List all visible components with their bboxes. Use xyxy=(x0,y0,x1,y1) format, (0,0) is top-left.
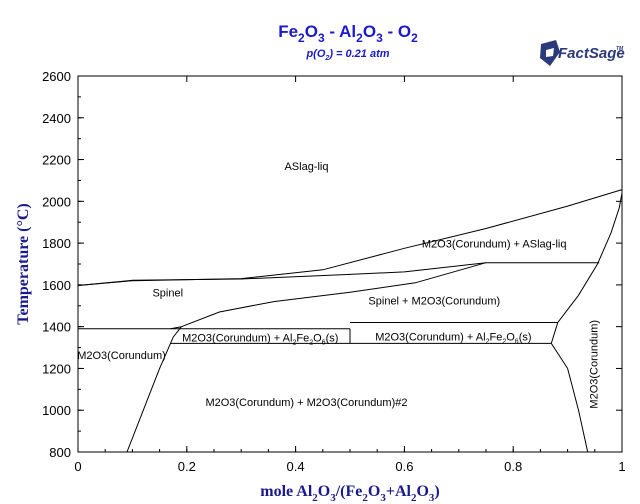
y-tick-label: 1800 xyxy=(42,236,71,251)
chart-title-part: - O xyxy=(383,22,411,41)
y-tick-label: 2200 xyxy=(42,153,71,168)
chart-subtitle-part: 2 xyxy=(324,55,329,62)
region-label-rich-part: M2O3(Corundum) + Al xyxy=(182,333,292,345)
boundary-spinel-left-edge xyxy=(126,326,182,453)
region-label-rich-part: (s) xyxy=(326,333,339,345)
y-tick-label: 2000 xyxy=(42,194,71,209)
region-label-rich-part: 2 xyxy=(309,340,313,347)
y-tick-label: 800 xyxy=(49,445,71,460)
axes: 0 0.2 0.4 0.6 0.8 180010001200140016001800200… xyxy=(15,69,626,504)
region-labels: ASlag-liq M2O3(Corundum) + ASlag-liq Spine… xyxy=(77,161,600,409)
x-axis-title-part: 2 xyxy=(312,492,318,504)
plot-frame xyxy=(77,75,623,453)
x-axis-title-part: O xyxy=(368,483,380,500)
x-axis-title-part: +Al xyxy=(386,483,412,500)
region-label-rich-part: 6 xyxy=(322,340,326,347)
chart-title-part: - Al xyxy=(325,22,356,41)
region-label-rich: M2O3(Corundum) + Al2Fe2O6(s) xyxy=(182,333,338,347)
boundary-spinel-liquid xyxy=(77,262,487,286)
region-label-rich-part: Fe xyxy=(296,333,309,345)
region-label-rich-part: 2 xyxy=(292,340,296,347)
x-axis-title-part: O xyxy=(416,483,428,500)
chart-title-part: 3 xyxy=(318,31,325,45)
x-axis-title-part: 2 xyxy=(362,492,368,504)
region-label: M2O3(Corundum) + ASlag-liq xyxy=(422,238,567,250)
y-tick-label: 1200 xyxy=(42,361,71,376)
region-label: M2O3(Corundum) + M2O3(Corundum)#2 xyxy=(205,397,407,409)
region-label-rich-part: Fe xyxy=(489,332,502,344)
logo-mark xyxy=(540,40,560,66)
chart-title-part: 2 xyxy=(298,31,305,45)
chart-title-part: 2 xyxy=(411,31,418,45)
logo-emblem-inner xyxy=(546,48,554,57)
logo-text: FactSage xyxy=(558,45,625,62)
x-axis-title-part: /(Fe xyxy=(335,483,363,500)
title-layer: Fe2O3 - Al2O3 - O2p(O2) = 0.21 atm xyxy=(278,22,418,62)
region-label: M2O3(Corundum) xyxy=(589,320,601,409)
region-label-rich: M2O3(Corundum) + Al2Fe2O6(s) xyxy=(375,332,531,346)
chart-subtitle: p(O2) = 0.21 atm xyxy=(305,48,389,62)
boundary-spinel-corundum-left-kink xyxy=(170,326,182,330)
x-axis-title: mole Al2O3/(Fe2O3+Al2O3) xyxy=(260,483,439,504)
region-label-rich-part: 6 xyxy=(515,339,519,346)
y-axis-title: Temperature (°C) xyxy=(15,203,32,324)
y-tick-label: 1600 xyxy=(42,278,71,293)
x-tick-label: 0.8 xyxy=(504,459,522,474)
chart-subtitle-part: p(O xyxy=(305,48,325,60)
y-tick-label: 1000 xyxy=(42,403,71,418)
x-tick-label: 0 xyxy=(74,459,81,474)
x-tick-label: 0.2 xyxy=(178,459,196,474)
plot-area xyxy=(77,75,623,453)
region-label-rich-part: M2O3(Corundum) + Al xyxy=(375,332,485,344)
x-tick-label: 0.6 xyxy=(395,459,413,474)
x-axis-title-part: 3 xyxy=(330,492,336,504)
logo-tm: TM xyxy=(616,46,624,52)
chart-title: Fe2O3 - Al2O3 - O2 xyxy=(278,22,418,45)
x-axis-title-part: 3 xyxy=(380,492,386,504)
chart-title-part: 2 xyxy=(356,31,363,45)
chart-title-part: 3 xyxy=(376,31,383,45)
region-label-rich-part: 2 xyxy=(502,339,506,346)
region-label-rich-part: O xyxy=(506,332,515,344)
region-label-rich-part: O xyxy=(313,333,322,345)
y-tick-label: 2600 xyxy=(42,69,71,84)
boundary-corundum-solvus-right xyxy=(550,192,623,453)
x-axis-title-part: O xyxy=(318,483,330,500)
x-axis-title-part: mole Al xyxy=(260,483,313,500)
chart-title-part: Fe xyxy=(278,22,298,41)
region-label-rich-part: 2 xyxy=(486,339,490,346)
boundary-spinel-corundum-top xyxy=(181,262,487,328)
region-label-rich-part: (s) xyxy=(519,332,532,344)
chart-title-part: O xyxy=(363,22,376,41)
region-label: Spinel + M2O3(Corundum) xyxy=(368,296,500,308)
region-label: ASlag-liq xyxy=(284,161,328,173)
x-tick-label: 1 xyxy=(618,459,625,474)
x-axis-title-part: 3 xyxy=(429,492,435,504)
x-axis-title-part: ) xyxy=(434,483,439,500)
chart-title-part: O xyxy=(305,22,318,41)
y-tick-label: 2400 xyxy=(42,111,71,126)
chart-subtitle-part: ) = 0.21 atm xyxy=(328,48,389,60)
x-axis-title-part: 2 xyxy=(411,492,417,504)
region-label: Spinel xyxy=(152,287,183,299)
y-tick-label: 1400 xyxy=(42,320,71,335)
x-tick-label: 0.4 xyxy=(287,459,305,474)
region-label: M2O3(Corundum) xyxy=(77,350,166,362)
